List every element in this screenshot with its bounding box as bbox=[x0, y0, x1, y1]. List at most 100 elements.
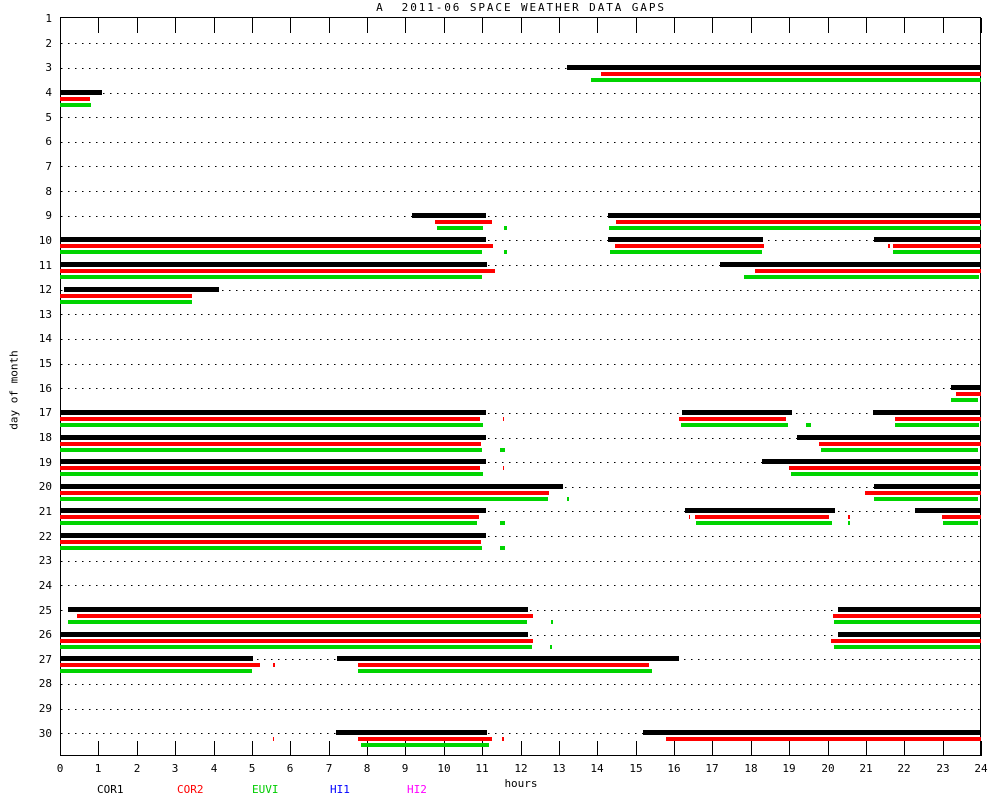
gap-bar-cor1 bbox=[874, 484, 981, 489]
day-label: 1 bbox=[45, 12, 52, 25]
gap-bar-euvi bbox=[821, 448, 979, 452]
gap-bar-cor2 bbox=[755, 269, 981, 273]
x-tick-top bbox=[674, 18, 675, 33]
gap-bar-euvi bbox=[504, 226, 508, 230]
gap-bar-cor2 bbox=[831, 639, 981, 643]
x-tick-label: 16 bbox=[667, 762, 681, 775]
gap-bar-cor1 bbox=[872, 410, 981, 415]
x-tick-bottom bbox=[597, 741, 598, 756]
gap-bar-euvi bbox=[60, 472, 483, 476]
x-tick-top bbox=[214, 18, 215, 33]
gap-bar-euvi bbox=[681, 423, 789, 427]
x-tick-label: 22 bbox=[897, 762, 911, 775]
gap-bar-cor2 bbox=[273, 663, 275, 667]
x-tick-bottom bbox=[712, 741, 713, 756]
day-gridline bbox=[61, 265, 980, 266]
x-tick-label: 2 bbox=[133, 762, 141, 775]
x-tick-label: 0 bbox=[56, 762, 64, 775]
day-gridline bbox=[61, 684, 980, 685]
gap-bar-cor1 bbox=[60, 410, 486, 415]
gap-bar-euvi bbox=[436, 226, 484, 230]
gap-bar-cor2 bbox=[60, 417, 481, 421]
x-tick-top bbox=[252, 18, 253, 33]
legend-item-euvi: EUVI bbox=[252, 783, 279, 796]
gap-bar-euvi bbox=[834, 645, 980, 649]
day-label: 18 bbox=[38, 431, 52, 444]
day-gridline bbox=[61, 68, 980, 69]
x-tick-top bbox=[137, 18, 138, 33]
day-label: 20 bbox=[38, 480, 52, 493]
gap-bar-cor2 bbox=[502, 466, 505, 470]
day-label: 25 bbox=[38, 604, 52, 617]
gap-bar-cor1 bbox=[642, 730, 981, 735]
gap-bar-euvi bbox=[943, 521, 979, 525]
gap-bar-euvi bbox=[60, 448, 483, 452]
day-label: 2 bbox=[45, 37, 52, 50]
x-tick-label: 4 bbox=[210, 762, 218, 775]
gap-bar-euvi bbox=[791, 472, 979, 476]
x-tick-label: 23 bbox=[936, 762, 950, 775]
gap-bar-euvi bbox=[504, 250, 508, 254]
x-tick-label: 18 bbox=[744, 762, 758, 775]
gap-bar-cor2 bbox=[665, 737, 981, 741]
day-label: 17 bbox=[38, 406, 52, 419]
x-tick-label: 12 bbox=[514, 762, 528, 775]
y-axis-label: day of month bbox=[7, 350, 21, 430]
gap-bar-cor1 bbox=[60, 484, 563, 489]
gap-bar-euvi bbox=[60, 250, 482, 254]
gap-bar-euvi bbox=[566, 497, 569, 501]
x-tick-bottom bbox=[482, 741, 483, 756]
day-label: 22 bbox=[38, 530, 52, 543]
gap-bar-euvi bbox=[609, 250, 762, 254]
day-label: 4 bbox=[45, 86, 52, 99]
gap-bar-cor1 bbox=[411, 213, 486, 218]
gap-bar-euvi bbox=[874, 497, 979, 501]
gap-bar-cor2 bbox=[679, 417, 787, 421]
gap-bar-cor2 bbox=[688, 515, 691, 519]
x-tick-top bbox=[712, 18, 713, 33]
x-tick-top bbox=[367, 18, 368, 33]
gap-bar-euvi bbox=[550, 620, 553, 624]
gap-bar-cor2 bbox=[60, 97, 91, 101]
gap-bar-cor2 bbox=[60, 269, 496, 273]
gap-bar-cor1 bbox=[874, 237, 981, 242]
gap-bar-euvi bbox=[60, 275, 482, 279]
day-label: 15 bbox=[38, 357, 52, 370]
day-gridline bbox=[61, 511, 980, 512]
gap-bar-cor1 bbox=[796, 435, 981, 440]
gap-bar-euvi bbox=[358, 669, 653, 673]
gap-bar-cor1 bbox=[608, 213, 981, 218]
x-tick-top bbox=[904, 18, 905, 33]
day-gridline bbox=[61, 142, 980, 143]
gap-bar-cor2 bbox=[77, 614, 534, 618]
x-tick-label: 7 bbox=[325, 762, 333, 775]
x-tick-top bbox=[636, 18, 637, 33]
x-tick-bottom bbox=[981, 741, 982, 756]
gap-bar-cor1 bbox=[60, 262, 487, 267]
day-label: 10 bbox=[38, 234, 52, 247]
gap-bar-euvi bbox=[60, 521, 478, 525]
day-label: 11 bbox=[38, 259, 52, 272]
x-tick-label: 5 bbox=[248, 762, 256, 775]
x-tick-bottom bbox=[214, 741, 215, 756]
x-tick-top bbox=[828, 18, 829, 33]
day-gridline bbox=[61, 709, 980, 710]
gap-bar-cor2 bbox=[601, 72, 981, 76]
gap-bar-euvi bbox=[360, 743, 490, 747]
x-tick-top bbox=[943, 18, 944, 33]
x-tick-bottom bbox=[674, 741, 675, 756]
gap-bar-cor2 bbox=[616, 220, 981, 224]
x-tick-label: 8 bbox=[363, 762, 371, 775]
x-tick-label: 24 bbox=[974, 762, 988, 775]
legend-item-cor1: COR1 bbox=[97, 783, 124, 796]
gap-bar-cor1 bbox=[337, 656, 679, 661]
x-tick-top bbox=[866, 18, 867, 33]
day-label: 5 bbox=[45, 111, 52, 124]
gap-bar-cor1 bbox=[837, 632, 981, 637]
x-tick-bottom bbox=[751, 741, 752, 756]
gap-bar-cor1 bbox=[63, 287, 219, 292]
x-tick-top bbox=[405, 18, 406, 33]
gap-bar-euvi bbox=[695, 521, 833, 525]
x-axis-label: hours bbox=[504, 777, 538, 790]
